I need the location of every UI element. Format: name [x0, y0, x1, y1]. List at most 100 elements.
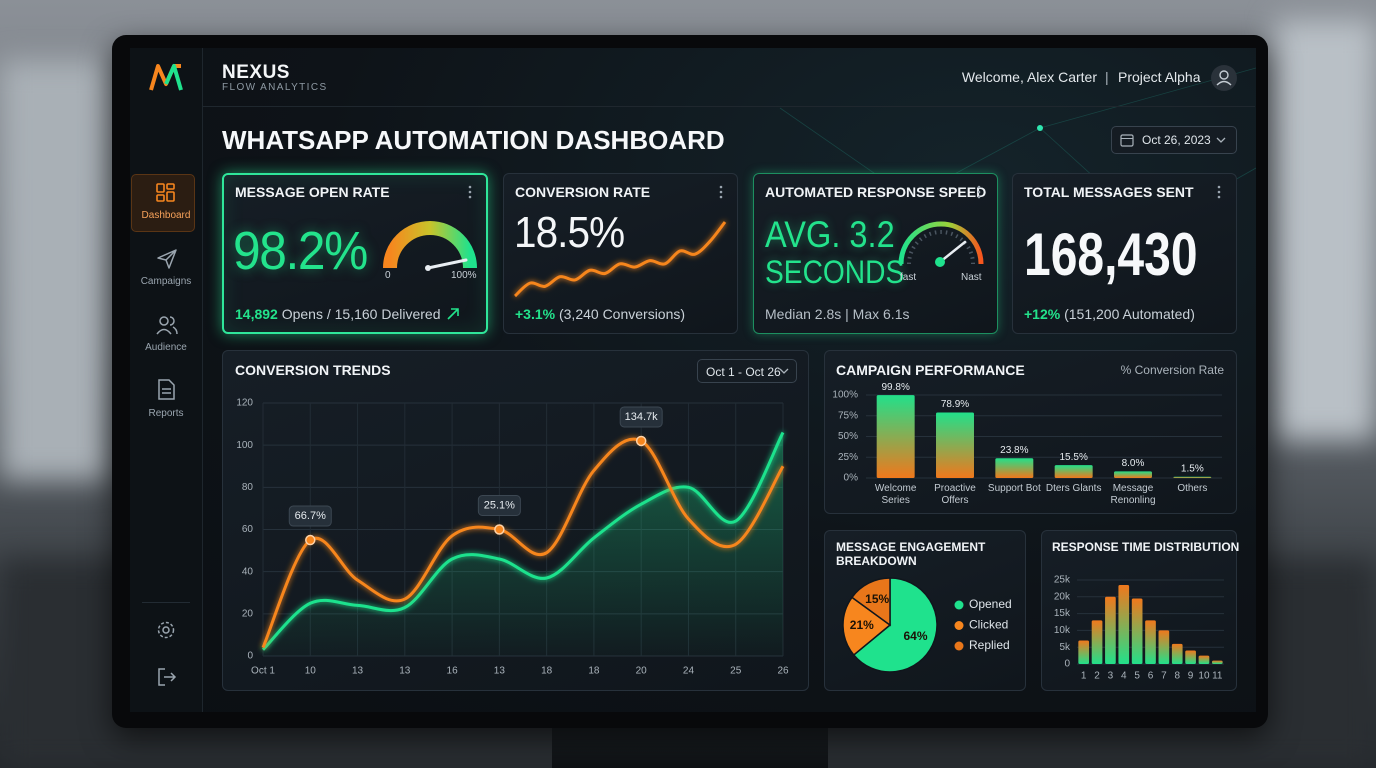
net-node	[1037, 125, 1043, 131]
peak-point	[635, 435, 647, 447]
card-menu[interactable]	[717, 184, 725, 200]
header-divider	[202, 106, 1255, 107]
dot	[977, 195, 981, 199]
bar	[1198, 655, 1210, 664]
range-text[interactable]: Oct 1 - Oct 26	[706, 365, 781, 379]
y-tick-label: 25%	[838, 452, 858, 463]
dot	[719, 185, 723, 189]
x-tick-label: Message Renonling	[1110, 483, 1156, 506]
y-tick-label: 15k	[1054, 608, 1071, 619]
pie-slice	[850, 577, 891, 627]
gauge-hub	[425, 265, 431, 271]
y-tick-label: 0	[1064, 659, 1070, 670]
y-tick-label: 40	[242, 566, 254, 577]
annotation-box	[288, 505, 332, 527]
kpi-value: 18.5%	[514, 208, 625, 257]
range-picker[interactable]	[697, 359, 797, 383]
gauge-arc	[898, 221, 984, 265]
kpi-footer: 14,892 Opens / 15,160 Delivered	[235, 306, 440, 322]
gauge	[383, 221, 477, 271]
legend-label: Opened	[969, 597, 1012, 611]
pie-slice	[852, 577, 938, 673]
avatar[interactable]	[1210, 64, 1238, 92]
x-tick-label: Others	[1177, 483, 1208, 494]
y-tick-label: 50%	[838, 431, 858, 442]
kpi-highlight: +3.1%	[515, 306, 556, 322]
chart-subtitle: % Conversion Rate	[1120, 363, 1224, 377]
icon-part	[162, 626, 170, 634]
nav-label[interactable]: Campaigns	[140, 276, 192, 287]
line-series	[513, 221, 727, 298]
x-tick-label: 26	[777, 666, 789, 677]
icon-part	[166, 191, 175, 202]
value-label: 99.8%	[881, 382, 909, 393]
card-menu[interactable]	[975, 184, 983, 200]
page-title: WHATSAPP AUTOMATION DASHBOARD	[222, 125, 725, 155]
y-tick-label: 10k	[1054, 625, 1071, 636]
kpi-detail: (3,240 Conversions)	[558, 306, 686, 322]
logo-icon	[149, 64, 183, 91]
bar	[1091, 620, 1103, 664]
bar	[995, 458, 1034, 478]
bar	[1118, 585, 1130, 664]
settings-icon[interactable]	[156, 620, 176, 640]
x-tick-label: 10	[305, 666, 317, 677]
dot	[1217, 190, 1221, 194]
logout-icon[interactable]	[157, 667, 177, 687]
window-blur	[0, 60, 110, 480]
kpi-value: 168,430	[1024, 221, 1198, 288]
kpi-value-line: AVG. 3.2	[765, 214, 895, 255]
date-picker[interactable]	[1111, 126, 1237, 154]
x-tick-label: Proactive Offers	[934, 483, 976, 506]
peak-point	[305, 534, 316, 546]
y-tick-label: 75%	[838, 410, 858, 421]
x-tick-label: 4	[1121, 671, 1127, 682]
icon-part	[166, 183, 175, 190]
nav-icon-dashboard	[156, 183, 175, 202]
dot	[468, 195, 472, 199]
dot	[468, 190, 472, 194]
nav-label[interactable]: Audience	[145, 342, 187, 353]
slice-label: 21%	[850, 618, 874, 632]
gauge-min: 0	[385, 270, 391, 281]
card-menu[interactable]	[466, 184, 474, 200]
value-label: 78.9%	[941, 399, 969, 410]
x-tick-label: 8	[1174, 671, 1180, 682]
nav-label[interactable]: Reports	[148, 408, 184, 419]
annotation-box	[619, 406, 663, 428]
gauge-hub	[935, 257, 945, 267]
date-text[interactable]: Oct 26, 2023	[1142, 133, 1211, 147]
dot	[977, 185, 981, 189]
kpi-title: AUTOMATED RESPONSE SPEED	[765, 184, 987, 200]
bar	[1145, 620, 1156, 664]
chart-title: CAMPAIGN PERFORMANCE	[836, 362, 1025, 378]
kpi-footer: +3.1% (3,240 Conversions)	[515, 306, 685, 322]
x-tick-label: 20	[636, 666, 648, 677]
bar	[1131, 598, 1143, 664]
kpi-card	[1012, 173, 1237, 334]
annotation: 66.7%	[295, 510, 326, 522]
kpi-title: CONVERSION RATE	[515, 184, 651, 200]
header-separator: |	[1105, 69, 1109, 85]
card-menu[interactable]	[1215, 184, 1223, 200]
avatar-body	[1216, 80, 1232, 86]
x-tick-label: Support Bot	[987, 483, 1041, 494]
icon-part	[1120, 134, 1134, 147]
gauge-max: Nast	[961, 272, 982, 283]
icon-part	[157, 249, 177, 269]
kpi-title: MESSAGE OPEN RATE	[235, 184, 390, 200]
nav-label[interactable]: Dashboard	[141, 210, 191, 221]
x-tick-label: 7	[1161, 671, 1167, 682]
value-label: 1.5%	[1181, 463, 1204, 474]
gauge-min: fast	[900, 272, 917, 283]
project-name[interactable]: Project Alpha	[1118, 69, 1201, 85]
bar	[1114, 471, 1152, 478]
dot	[1217, 195, 1221, 199]
y-tick-label: 80	[242, 482, 254, 493]
bar	[936, 412, 974, 478]
icon-part	[156, 328, 172, 335]
line-series	[261, 431, 785, 651]
kpi-detail: Opens / 15,160 Delivered	[281, 306, 441, 322]
